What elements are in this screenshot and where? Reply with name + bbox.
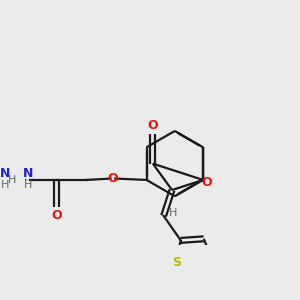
Text: O: O (51, 209, 62, 222)
Text: O: O (108, 172, 118, 184)
Text: S: S (172, 256, 181, 269)
Text: O: O (201, 176, 212, 189)
Text: N: N (23, 167, 33, 180)
Text: H: H (24, 180, 32, 190)
Text: O: O (148, 119, 158, 132)
Text: H: H (1, 180, 9, 190)
Text: N: N (0, 167, 10, 180)
Text: H: H (8, 175, 16, 185)
Text: H: H (169, 208, 177, 218)
